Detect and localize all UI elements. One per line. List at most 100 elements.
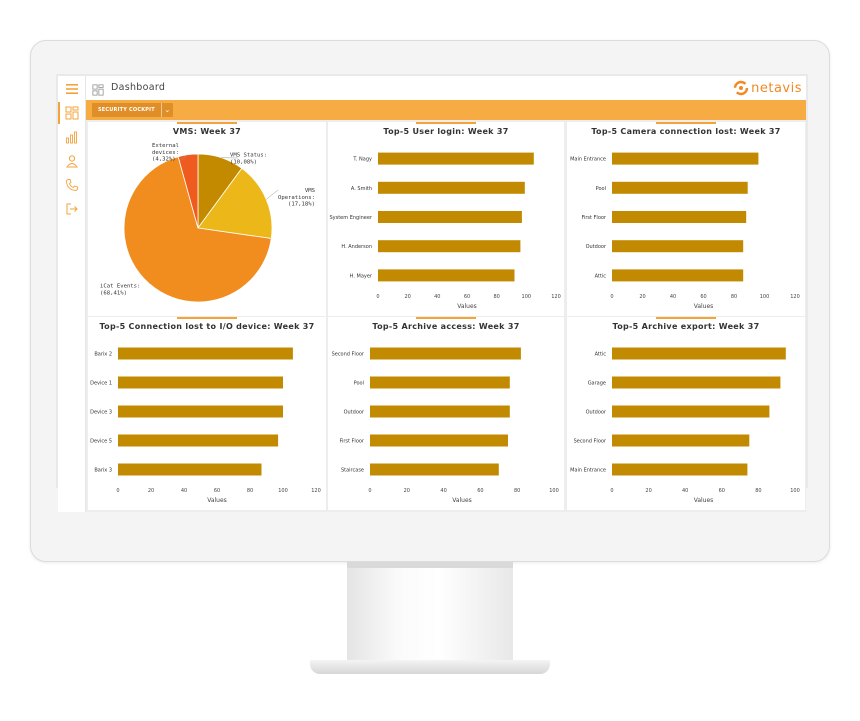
bar-attic[interactable]: [612, 347, 786, 360]
pie-leader-line: [179, 154, 189, 162]
category-label: First Floor: [581, 215, 606, 221]
workspace-dropdown[interactable]: SECURITY COCKPIT ⌄: [92, 103, 173, 117]
category-label: Outdoor: [586, 410, 607, 416]
dashboard-header-icon: [92, 81, 104, 96]
x-tick-label: 0: [610, 294, 613, 300]
bar-h-mayer[interactable]: [378, 269, 515, 282]
phone-icon[interactable]: [65, 178, 79, 192]
logout-icon[interactable]: [65, 202, 79, 216]
bar-pool[interactable]: [370, 376, 510, 389]
category-label: System Engineer: [329, 215, 372, 221]
bar-pool[interactable]: [612, 181, 748, 194]
x-tick-label: 40: [670, 294, 676, 300]
category-label: Staircase: [341, 468, 364, 474]
x-tick-label: 60: [477, 488, 483, 494]
panel-tab-indicator: [177, 317, 237, 319]
panel-tab-indicator: [656, 317, 716, 319]
bar-main-entrance[interactable]: [612, 152, 759, 165]
logo-text: netavis: [751, 80, 802, 96]
panel-title: Top-5 Camera connection lost: Week 37: [591, 127, 781, 136]
bar-second-floor[interactable]: [370, 347, 521, 360]
bar-first-floor[interactable]: [612, 211, 747, 223]
x-tick-label: 0: [376, 294, 379, 300]
x-tick-label: 60: [214, 488, 220, 494]
bar-attic[interactable]: [612, 269, 744, 282]
chevron-down-icon[interactable]: ⌄: [160, 103, 173, 117]
x-tick-label: 100: [549, 488, 559, 494]
pie-slice-vms-operations[interactable]: [197, 167, 273, 239]
bar-system-engineer[interactable]: [378, 211, 522, 223]
chart-icon[interactable]: [65, 130, 79, 144]
bar-outdoor[interactable]: [612, 405, 770, 418]
category-label: Second Floor: [332, 352, 365, 358]
x-tick-label: 80: [494, 294, 500, 300]
x-tick-label: 40: [682, 488, 688, 494]
panel-user-login: Top-5 User login: Week 37 T. Nagy A. Smit…: [328, 122, 564, 316]
monitor-stand-joint: [347, 562, 513, 568]
x-tick-label: 100: [760, 294, 770, 300]
x-tick-label: 120: [551, 294, 561, 300]
user-icon[interactable]: [65, 154, 79, 168]
x-tick-label: 120: [790, 294, 800, 300]
category-label: H. Mayer: [350, 273, 373, 279]
x-tick-label: 20: [404, 488, 410, 494]
bar-barix-2[interactable]: [118, 347, 293, 360]
x-tick-label: 0: [610, 488, 613, 494]
panel-title: VMS: Week 37: [172, 127, 242, 136]
category-label: H. Anderson: [341, 244, 372, 250]
bar-staircase[interactable]: [370, 463, 499, 476]
page-title: Dashboard: [111, 82, 166, 93]
bar-barix-3[interactable]: [118, 463, 262, 476]
bar-garage[interactable]: [612, 376, 781, 389]
x-tick-label: 80: [514, 488, 520, 494]
category-label: T. Nagy: [352, 157, 372, 163]
monitor-stand-neck: [347, 562, 513, 672]
logo-mark-icon: [733, 80, 749, 96]
workspace-toolbar: SECURITY COCKPIT ⌄: [86, 100, 806, 120]
bar-device-3[interactable]: [118, 405, 283, 418]
category-label: Attic: [595, 273, 607, 279]
x-tick-label: 20: [645, 488, 651, 494]
x-tick-label: 20: [148, 488, 154, 494]
category-label: Second Floor: [574, 439, 607, 445]
category-label: Pool: [354, 381, 364, 387]
bar-h-anderson[interactable]: [378, 240, 521, 253]
category-label: Outdoor: [344, 410, 365, 416]
pie-label: VMS Operations: (17,18%): [278, 188, 315, 208]
camera-lost-bar-chart: Main Entrance Pool First Floor Outdoor Attic…: [570, 152, 800, 310]
bar-device-5[interactable]: [118, 434, 279, 447]
bar-outdoor[interactable]: [370, 405, 510, 418]
category-label: Main Entrance: [570, 157, 606, 163]
netavis-logo: netavis: [733, 79, 802, 97]
panel-tab-indicator: [177, 122, 237, 124]
category-label: Barix 2: [94, 352, 112, 358]
pie-slice-external-devices[interactable]: [177, 153, 199, 229]
panel-title: Top-5 Archive access: Week 37: [372, 322, 520, 331]
bar-second-floor[interactable]: [612, 434, 750, 447]
dashboard-app: Dashboard netavis SECURITY COCKPIT ⌄ VMS…: [58, 76, 806, 512]
monitor-stand-base: [310, 660, 550, 674]
menu-icon[interactable]: [65, 82, 79, 96]
x-tick-label: 120: [311, 488, 321, 494]
x-tick-label: 80: [247, 488, 253, 494]
dashboard-icon[interactable]: [65, 106, 79, 120]
sidebar: [58, 76, 86, 512]
panel-title: Top-5 User login: Week 37: [383, 127, 509, 136]
x-tick-label: 100: [790, 488, 800, 494]
pie-leader-line: [266, 189, 279, 200]
bar-a-smith[interactable]: [378, 181, 525, 194]
category-label: A. Smith: [351, 186, 372, 192]
bar-t-nagy[interactable]: [378, 152, 534, 165]
pie-label: iCat Events: (68,41%): [100, 284, 140, 297]
panel-tab-indicator: [416, 122, 476, 124]
panel-title: Top-5 Connection lost to I/O device: Wee…: [99, 322, 315, 331]
x-axis-title: Values: [694, 497, 714, 504]
bar-device-1[interactable]: [118, 376, 283, 389]
category-label: First Floor: [339, 439, 364, 445]
sidebar-active-indicator: [58, 102, 60, 124]
x-tick-label: 20: [639, 294, 645, 300]
bar-first-floor[interactable]: [370, 434, 508, 447]
bar-main-entrance[interactable]: [612, 463, 748, 476]
bar-outdoor[interactable]: [612, 240, 744, 253]
panel-tab-indicator: [656, 122, 716, 124]
